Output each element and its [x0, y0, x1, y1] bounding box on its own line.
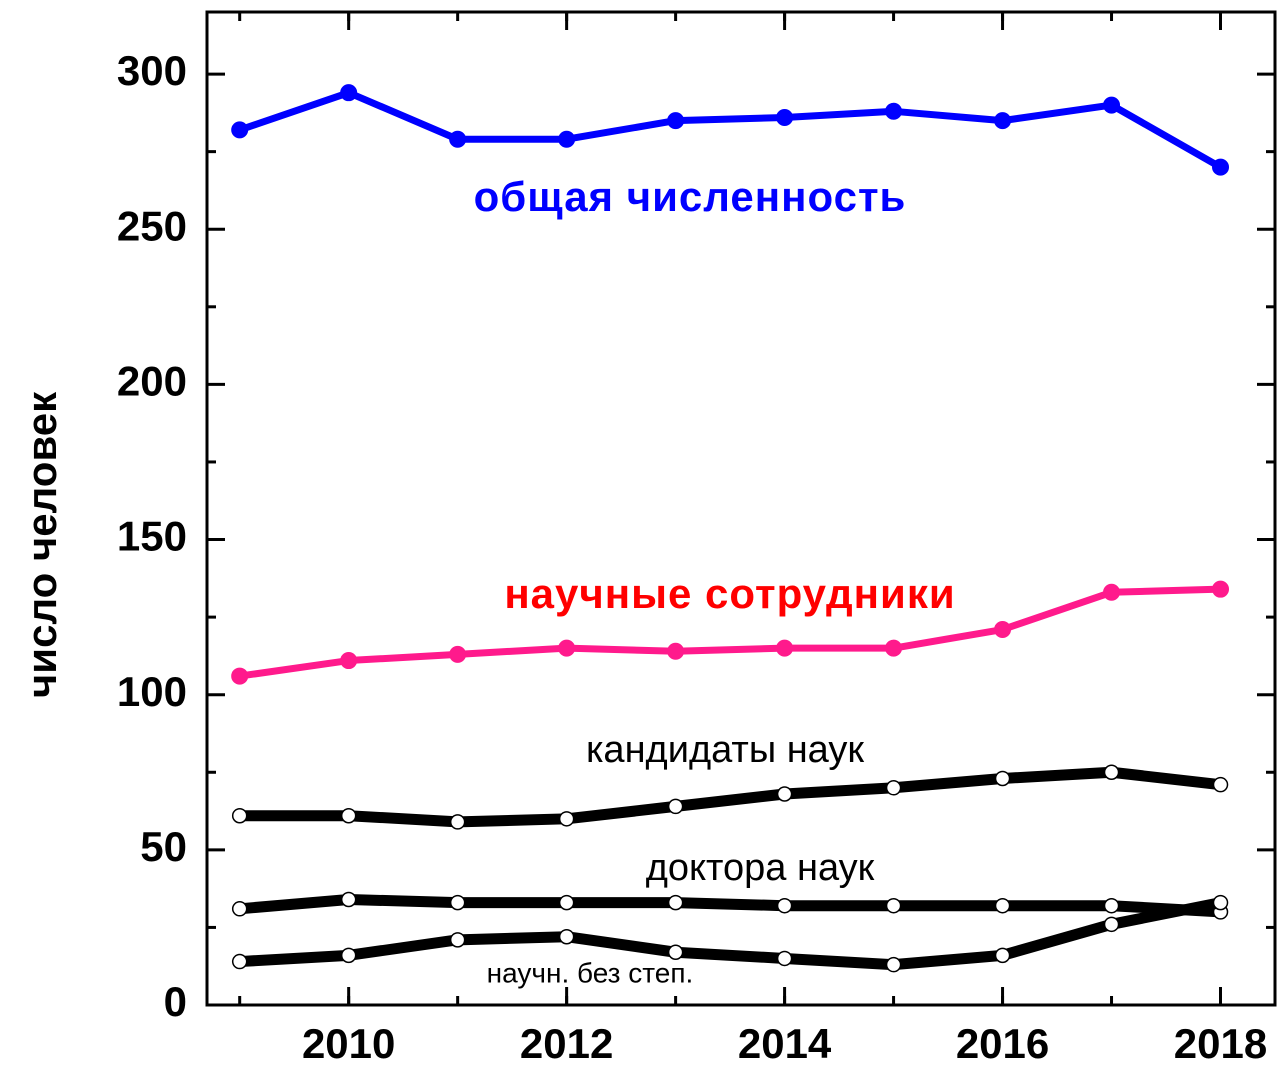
- data-point: [667, 798, 684, 815]
- data-point: [231, 121, 249, 139]
- plot-frame: [205, 10, 1277, 1007]
- data-point: [667, 112, 685, 130]
- y-tick-label: 300: [117, 47, 187, 94]
- data-point: [231, 807, 248, 824]
- x-tick-label: 2010: [302, 1020, 395, 1066]
- data-point: [776, 786, 793, 802]
- data-point: [231, 667, 249, 685]
- y-tick-label: 50: [140, 823, 187, 870]
- x-tick-label: 2014: [738, 1020, 832, 1066]
- data-point: [1103, 96, 1121, 114]
- data-point: [994, 897, 1011, 914]
- data-point: [340, 807, 357, 824]
- data-point: [1103, 583, 1121, 601]
- data-point: [885, 780, 902, 796]
- series-line: [239, 893, 1221, 918]
- data-point: [885, 102, 903, 120]
- data-point: [1212, 580, 1230, 598]
- series-line: [238, 89, 1223, 171]
- data-point: [994, 112, 1012, 130]
- series-line: [239, 766, 1222, 828]
- data-point: [994, 621, 1012, 639]
- data-point: [340, 891, 357, 908]
- series-label: кандидаты наук: [586, 729, 864, 771]
- data-point: [667, 944, 684, 960]
- data-point: [231, 953, 248, 970]
- data-point: [885, 897, 902, 914]
- y-axis-label: число человек: [18, 391, 65, 698]
- data-point: [776, 109, 794, 127]
- data-point: [449, 894, 466, 911]
- y-tick-label: 200: [117, 357, 187, 404]
- data-point: [449, 814, 466, 830]
- data-point: [449, 645, 467, 663]
- data-point: [558, 639, 576, 657]
- series-label: общая численность: [474, 173, 907, 220]
- data-point: [1103, 916, 1120, 933]
- data-point: [667, 642, 685, 660]
- data-point: [1103, 764, 1120, 781]
- x-tick-label: 2012: [520, 1020, 613, 1066]
- data-point: [994, 770, 1011, 787]
- y-tick-label: 100: [117, 668, 187, 715]
- data-point: [340, 84, 358, 102]
- y-tick-label: 0: [164, 978, 187, 1025]
- y-tick-label: 150: [117, 513, 187, 560]
- data-point: [558, 130, 576, 148]
- x-tick-label: 2018: [1174, 1020, 1267, 1066]
- series-label: научные сотрудники: [504, 570, 955, 617]
- data-point: [1103, 897, 1120, 914]
- series-line: [239, 897, 1222, 971]
- plot-area: [231, 84, 1230, 973]
- data-point: [558, 894, 575, 911]
- data-point: [231, 901, 248, 917]
- series-line: [239, 585, 1221, 680]
- data-point: [1212, 158, 1230, 176]
- data-point: [449, 130, 467, 148]
- data-point: [449, 932, 466, 948]
- data-point: [340, 947, 357, 964]
- series-label: доктора наук: [646, 847, 875, 889]
- data-point: [558, 811, 575, 827]
- data-point: [776, 639, 794, 657]
- data-point: [1212, 776, 1229, 793]
- series-label: научн. без степ.: [487, 957, 694, 988]
- y-tick-label: 250: [117, 202, 187, 249]
- x-tick-label: 2016: [956, 1020, 1049, 1066]
- data-point: [885, 956, 902, 973]
- data-point: [1212, 894, 1229, 911]
- data-point: [885, 639, 903, 657]
- data-point: [776, 897, 793, 914]
- data-point: [776, 950, 793, 967]
- data-point: [994, 947, 1011, 964]
- data-point: [558, 928, 575, 945]
- data-point: [667, 894, 684, 911]
- data-point: [340, 652, 358, 670]
